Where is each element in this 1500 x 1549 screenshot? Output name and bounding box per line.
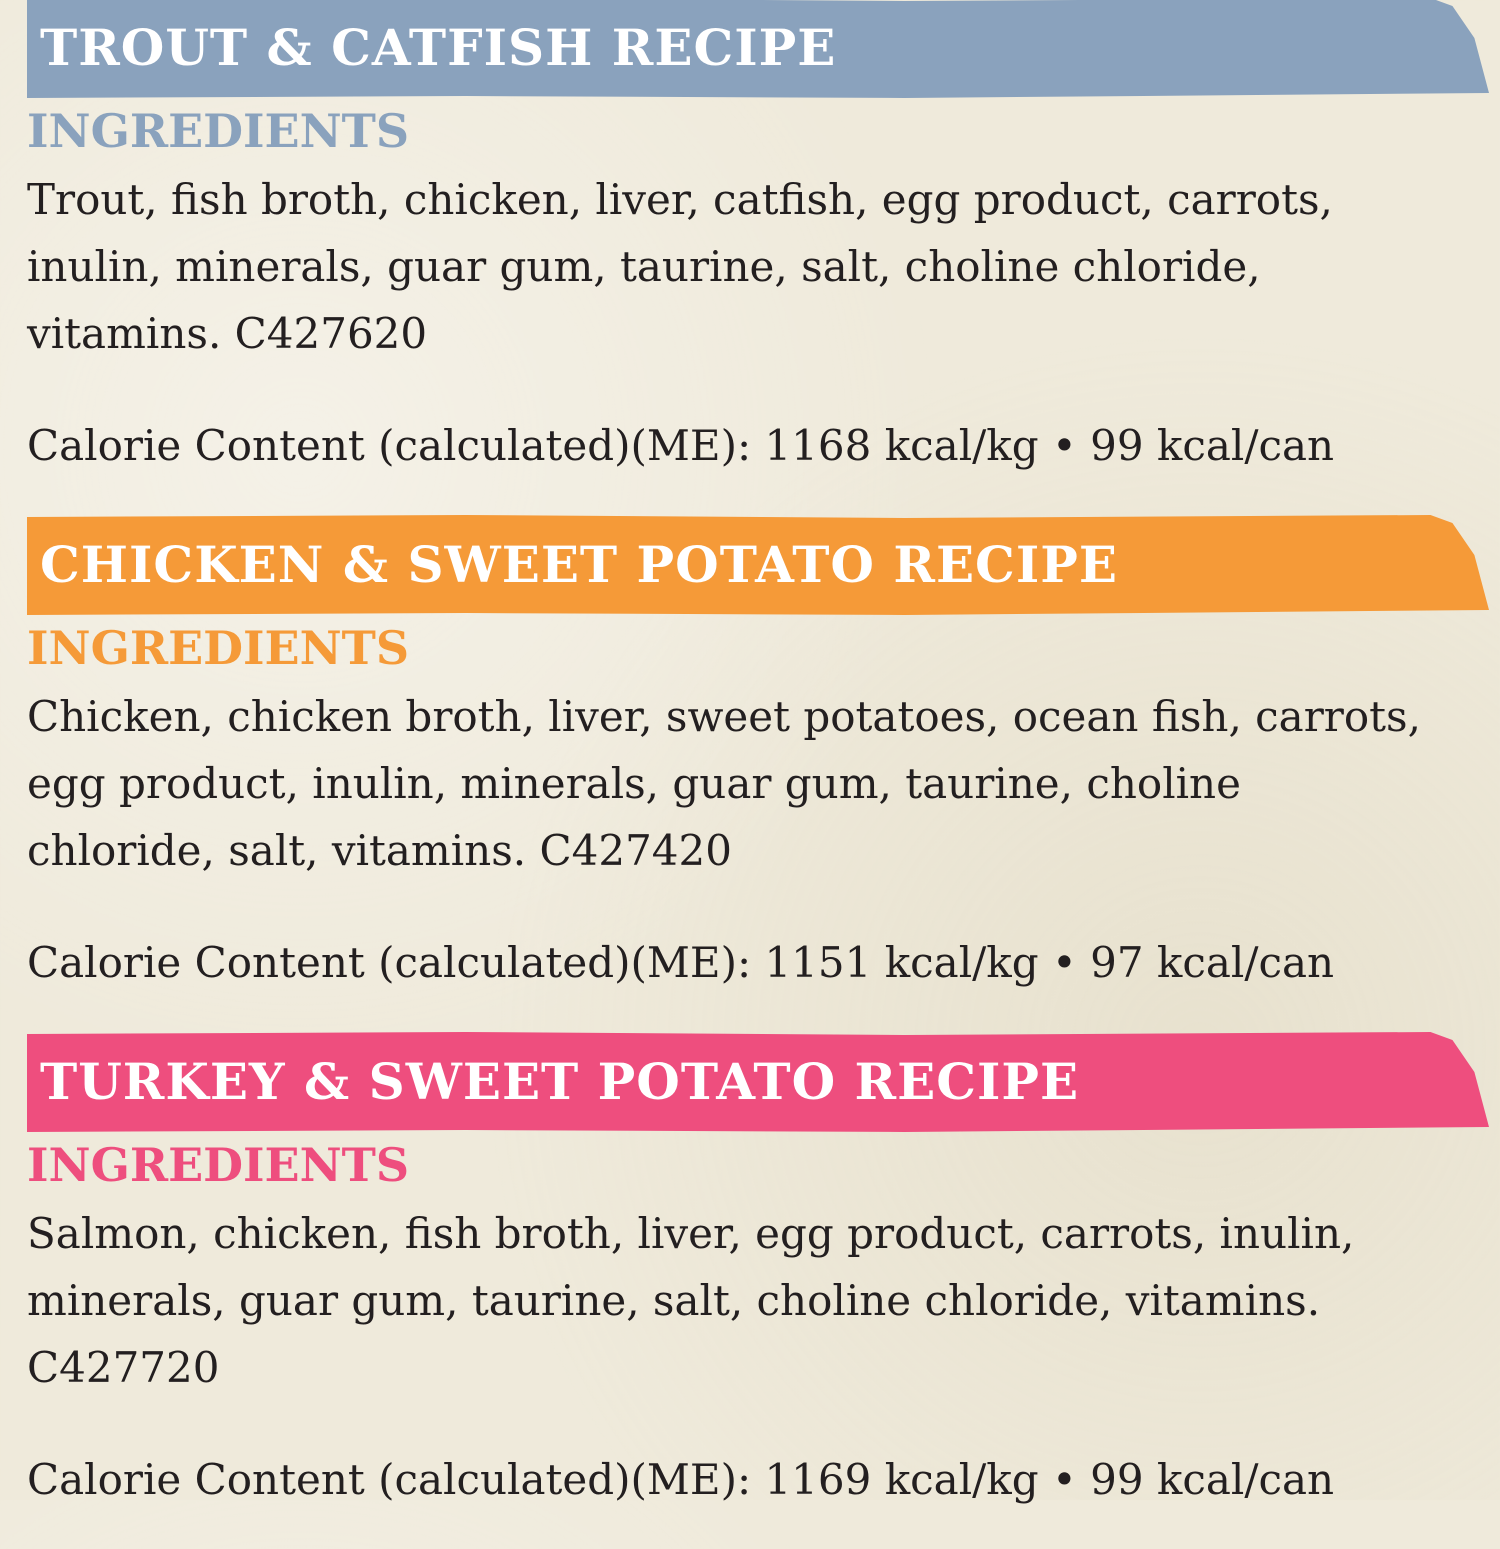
ingredients-line: minerals, guar gum, taurine, salt, choli… xyxy=(27,1276,1321,1325)
recipe-banner: TROUT & CATFISH RECIPE xyxy=(27,0,1489,98)
ingredients-text: Salmon, chicken, fish broth, liver, egg … xyxy=(27,1200,1354,1401)
ingredients-heading: INGREDIENTS xyxy=(27,621,410,675)
calorie-content: Calorie Content (calculated)(ME): 1169 k… xyxy=(27,1455,1335,1504)
recipe-banner: CHICKEN & SWEET POTATO RECIPE xyxy=(27,515,1489,615)
ingredients-line: egg product, inulin, minerals, guar gum,… xyxy=(27,759,1241,808)
recipe-title: TURKEY & SWEET POTATO RECIPE xyxy=(40,1052,1080,1111)
ingredients-line: C427720 xyxy=(27,1343,220,1392)
ingredients-line: Trout, fish broth, chicken, liver, catfi… xyxy=(27,175,1333,224)
ingredients-line: chloride, salt, vitamins. C427420 xyxy=(27,826,732,875)
calorie-content: Calorie Content (calculated)(ME): 1151 k… xyxy=(27,938,1335,987)
ingredients-text: Trout, fish broth, chicken, liver, catfi… xyxy=(27,166,1333,367)
recipe-banner: TURKEY & SWEET POTATO RECIPE xyxy=(27,1032,1489,1132)
ingredients-line: Salmon, chicken, fish broth, liver, egg … xyxy=(27,1209,1355,1258)
ingredients-line: inulin, minerals, guar gum, taurine, sal… xyxy=(27,242,1261,291)
ingredients-heading: INGREDIENTS xyxy=(27,1138,410,1192)
calorie-content: Calorie Content (calculated)(ME): 1168 k… xyxy=(27,421,1335,470)
recipe-title: TROUT & CATFISH RECIPE xyxy=(40,18,837,77)
recipe-section: CHICKEN & SWEET POTATO RECIPE INGREDIENT… xyxy=(0,515,1500,1032)
ingredients-line: Chicken, chicken broth, liver, sweet pot… xyxy=(27,692,1421,741)
ingredients-text: Chicken, chicken broth, liver, sweet pot… xyxy=(27,683,1421,884)
recipe-title: CHICKEN & SWEET POTATO RECIPE xyxy=(40,535,1118,594)
recipe-section: TURKEY & SWEET POTATO RECIPE INGREDIENTS… xyxy=(0,1032,1500,1549)
ingredients-heading: INGREDIENTS xyxy=(27,104,410,158)
ingredients-line: vitamins. C427620 xyxy=(27,309,428,358)
recipe-section: TROUT & CATFISH RECIPE INGREDIENTS Trout… xyxy=(0,0,1500,515)
